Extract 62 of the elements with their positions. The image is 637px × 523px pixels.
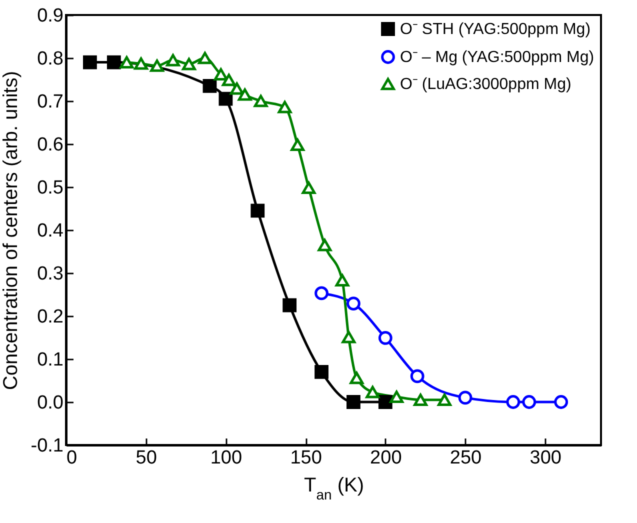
point (230, 82, 244, 95)
point (150, 60, 164, 72)
point (314, 286, 328, 300)
x-tick-label: 100 (210, 448, 242, 468)
point (302, 182, 316, 194)
point (290, 138, 305, 152)
point (410, 369, 424, 384)
x-tick-label: 150 (290, 448, 322, 468)
y-tick-label: 0.8 (37, 48, 64, 70)
point (335, 274, 350, 286)
point (522, 395, 536, 409)
point (378, 395, 392, 409)
y-tick-label: -0.1 (30, 436, 64, 456)
y-tick-label: 0.7 (37, 92, 64, 112)
point (202, 79, 217, 93)
point (250, 204, 265, 218)
y-axis-title: Concentration of centers (arb. units) (0, 70, 22, 390)
y-tick-label: 0.3 (37, 264, 64, 284)
point (314, 364, 328, 379)
point (238, 88, 252, 101)
x-tick-label: 0 (66, 448, 78, 468)
point (318, 238, 332, 252)
point (106, 55, 121, 70)
point (458, 390, 472, 405)
legend-label: O⁻ (LuAG:3000ppm Mg) (400, 76, 572, 93)
point (222, 74, 236, 86)
point (342, 330, 356, 344)
point (182, 58, 196, 70)
point (214, 68, 228, 81)
point (506, 395, 520, 409)
legend-label: O⁻ STH (YAG:500ppm Mg) (400, 21, 591, 38)
x-tick-label: 300 (530, 448, 562, 468)
point (282, 298, 297, 312)
point (554, 395, 568, 409)
point (346, 395, 360, 409)
point (120, 56, 134, 68)
point (278, 100, 292, 114)
point (254, 94, 268, 108)
x-axis-title: T$_{an}$ (K) (304, 474, 364, 502)
legend-label: O⁻ – Mg (YAG:500ppm Mg) (400, 49, 594, 66)
point (166, 54, 180, 66)
x-tick-label: 200 (370, 448, 402, 468)
point (83, 55, 97, 70)
point (134, 57, 148, 70)
point (366, 386, 380, 398)
x-tick-label: 250 (450, 448, 482, 468)
point (378, 330, 392, 345)
y-tick-label: 0.6 (37, 134, 64, 156)
y-tick-label: 0.0 (37, 392, 64, 414)
point (390, 390, 404, 404)
point (350, 372, 364, 384)
point (218, 92, 233, 106)
y-tick-label: 0.1 (37, 350, 64, 370)
point (198, 52, 212, 64)
point (414, 394, 428, 406)
x-tick-label: 50 (136, 448, 157, 468)
y-tick-label: 0.2 (37, 306, 64, 328)
y-tick-label: 0.9 (37, 6, 64, 26)
y-tick-label: 0.4 (37, 220, 64, 242)
y-tick-label: 0.5 (37, 178, 64, 198)
point (346, 296, 360, 310)
point (438, 394, 452, 406)
